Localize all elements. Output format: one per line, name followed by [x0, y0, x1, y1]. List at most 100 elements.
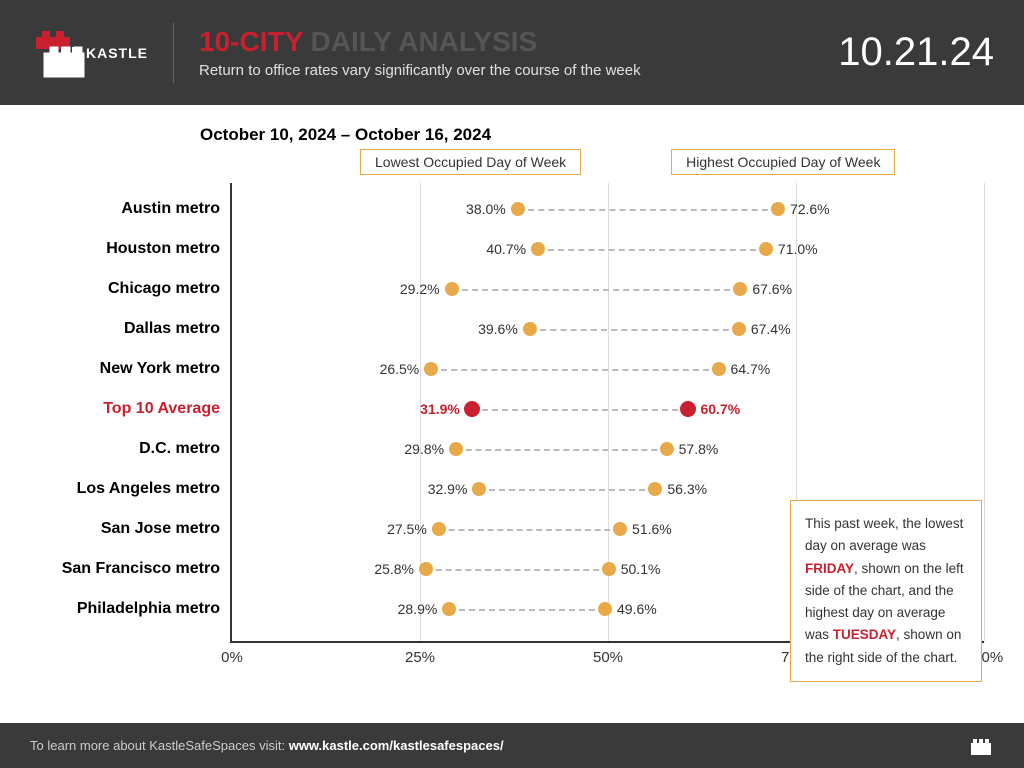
range-line [530, 329, 739, 331]
low-marker [442, 602, 456, 616]
row-label: Los Angeles metro [37, 480, 232, 498]
high-value: 67.4% [751, 321, 791, 337]
range-line [479, 489, 655, 491]
low-value: 38.0% [458, 201, 506, 217]
kastle-footer-icon [968, 733, 994, 759]
high-value: 71.0% [778, 241, 818, 257]
row-label: Philadelphia metro [37, 600, 232, 618]
row-label: Austin metro [37, 200, 232, 218]
high-marker [680, 401, 696, 417]
row-label: D.C. metro [37, 440, 232, 458]
low-marker [511, 202, 525, 216]
chart-row: Houston metro40.7%71.0% [232, 229, 984, 269]
high-marker [602, 562, 616, 576]
high-marker [771, 202, 785, 216]
info-box: This past week, the lowest day on averag… [790, 500, 982, 682]
low-marker [419, 562, 433, 576]
high-marker [598, 602, 612, 616]
high-marker [759, 242, 773, 256]
chart-row: Austin metro38.0%72.6% [232, 189, 984, 229]
low-value: 25.8% [366, 561, 414, 577]
high-value: 49.6% [617, 601, 657, 617]
footer-text: To learn more about KastleSafeSpaces vis… [30, 738, 289, 753]
high-value: 60.7% [700, 401, 740, 417]
info-em-1: FRIDAY [805, 561, 854, 576]
legend-low: Lowest Occupied Day of Week [360, 149, 581, 175]
kastle-logo-icon [30, 23, 90, 83]
low-marker [531, 242, 545, 256]
grid-line [984, 183, 985, 641]
info-em-2: TUESDAY [833, 627, 896, 642]
row-label: San Francisco metro [37, 560, 232, 578]
range-line [518, 209, 778, 211]
legend-high: Highest Occupied Day of Week [671, 149, 895, 175]
title-accent: 10-CITY [199, 26, 303, 57]
chart-area: October 10, 2024 – October 16, 2024 Lowe… [0, 105, 1024, 723]
low-marker [445, 282, 459, 296]
header-divider [173, 23, 174, 83]
title-rest: DAILY ANALYSIS [311, 26, 538, 57]
low-value: 28.9% [389, 601, 437, 617]
low-value: 31.9% [412, 401, 460, 417]
high-marker [613, 522, 627, 536]
chart-row: D.C. metro29.8%57.8% [232, 429, 984, 469]
chart-row: Dallas metro39.6%67.4% [232, 309, 984, 349]
low-marker [432, 522, 446, 536]
high-marker [733, 282, 747, 296]
high-value: 67.6% [752, 281, 792, 297]
legend-row: Lowest Occupied Day of Week Highest Occu… [230, 149, 994, 175]
row-label: Dallas metro [37, 320, 232, 338]
chart-row: Chicago metro29.2%67.6% [232, 269, 984, 309]
logo-block [30, 23, 90, 83]
high-value: 57.8% [679, 441, 719, 457]
low-value: 39.6% [470, 321, 518, 337]
date-range: October 10, 2024 – October 16, 2024 [200, 125, 994, 145]
brand-name: KASTLE [86, 45, 148, 61]
row-label: San Jose metro [37, 520, 232, 538]
high-value: 64.7% [731, 361, 771, 377]
low-marker [424, 362, 438, 376]
low-value: 32.9% [419, 481, 467, 497]
range-line [538, 249, 766, 251]
range-line [449, 609, 605, 611]
range-line [439, 529, 620, 531]
high-marker [648, 482, 662, 496]
x-tick-label: 25% [405, 649, 435, 666]
range-line [426, 569, 609, 571]
page-title: 10-CITY DAILY ANALYSIS [199, 26, 838, 58]
row-label: Chicago metro [37, 280, 232, 298]
range-line [431, 369, 718, 371]
footer-link[interactable]: www.kastle.com/kastlesafespaces/ [289, 738, 504, 753]
range-line [456, 449, 667, 451]
range-line [452, 289, 741, 291]
row-label: Top 10 Average [37, 400, 232, 418]
low-value: 26.5% [371, 361, 419, 377]
high-value: 72.6% [790, 201, 830, 217]
header-date: 10.21.24 [838, 30, 994, 75]
high-marker [660, 442, 674, 456]
high-value: 56.3% [667, 481, 707, 497]
low-value: 29.2% [392, 281, 440, 297]
x-tick-label: 50% [593, 649, 623, 666]
high-marker [732, 322, 746, 336]
low-value: 29.8% [396, 441, 444, 457]
low-marker [523, 322, 537, 336]
footer: To learn more about KastleSafeSpaces vis… [0, 723, 1024, 768]
header: KASTLE 10-CITY DAILY ANALYSIS Return to … [0, 0, 1024, 105]
low-value: 27.5% [379, 521, 427, 537]
info-text-1: This past week, the lowest day on averag… [805, 516, 963, 553]
footer-text-wrap: To learn more about KastleSafeSpaces vis… [30, 738, 504, 753]
title-block: 10-CITY DAILY ANALYSIS Return to office … [199, 26, 838, 79]
low-value: 40.7% [478, 241, 526, 257]
x-tick-label: 0% [221, 649, 243, 666]
row-label: Houston metro [37, 240, 232, 258]
high-value: 50.1% [621, 561, 661, 577]
range-line [472, 409, 689, 411]
high-marker [712, 362, 726, 376]
low-marker [472, 482, 486, 496]
row-label: New York metro [37, 360, 232, 378]
high-value: 51.6% [632, 521, 672, 537]
chart-row: Top 10 Average31.9%60.7% [232, 389, 984, 429]
page-subtitle: Return to office rates vary significantl… [199, 62, 838, 79]
low-marker [449, 442, 463, 456]
